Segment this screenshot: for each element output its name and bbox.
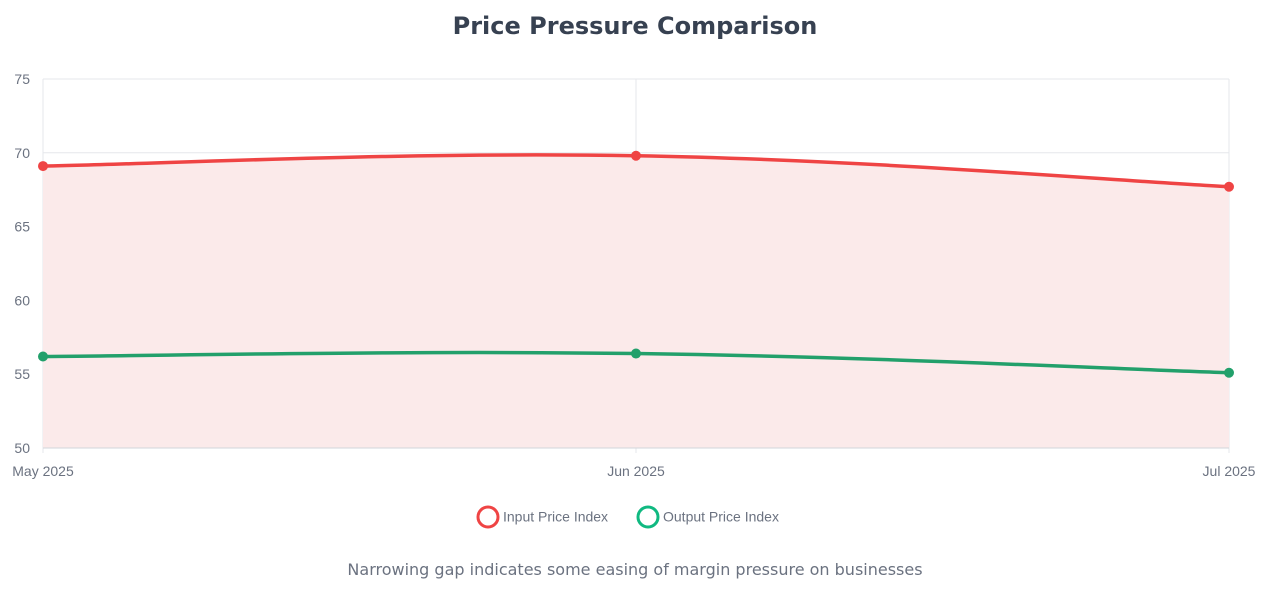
data-point[interactable] bbox=[1224, 367, 1234, 378]
y-axis-ticks: 50 55 60 65 70 75 bbox=[14, 71, 30, 456]
data-point[interactable] bbox=[631, 150, 641, 161]
x-tick-label: Jul 2025 bbox=[1203, 463, 1256, 479]
y-tick-label: 70 bbox=[14, 145, 30, 161]
data-point[interactable] bbox=[1224, 181, 1234, 192]
data-point[interactable] bbox=[38, 161, 48, 172]
x-tick-label: Jun 2025 bbox=[607, 463, 665, 479]
data-points bbox=[38, 150, 1234, 378]
legend-item-input[interactable]: Input Price Index bbox=[476, 505, 608, 529]
area-fill bbox=[43, 154, 1229, 448]
legend-marker bbox=[476, 505, 500, 529]
legend-label: Input Price Index bbox=[503, 509, 608, 525]
y-tick-label: 60 bbox=[14, 292, 30, 308]
data-point[interactable] bbox=[38, 351, 48, 362]
legend[interactable]: Input Price Index Output Price Index bbox=[476, 505, 779, 529]
y-tick-label: 55 bbox=[14, 366, 30, 382]
x-axis-ticks: May 2025 Jun 2025 Jul 2025 bbox=[12, 463, 1255, 479]
y-tick-label: 65 bbox=[14, 219, 30, 235]
y-tick-label: 75 bbox=[14, 71, 30, 87]
chart-title: Price Pressure Comparison bbox=[453, 12, 818, 40]
input-price-area bbox=[43, 154, 1229, 448]
chart-subtitle: Narrowing gap indicates some easing of m… bbox=[347, 560, 922, 579]
legend-item-output[interactable]: Output Price Index bbox=[636, 505, 779, 529]
x-tick-label: May 2025 bbox=[12, 463, 74, 479]
legend-marker bbox=[636, 505, 660, 529]
data-point[interactable] bbox=[631, 348, 641, 359]
legend-label: Output Price Index bbox=[663, 509, 779, 525]
y-tick-label: 50 bbox=[14, 440, 30, 456]
